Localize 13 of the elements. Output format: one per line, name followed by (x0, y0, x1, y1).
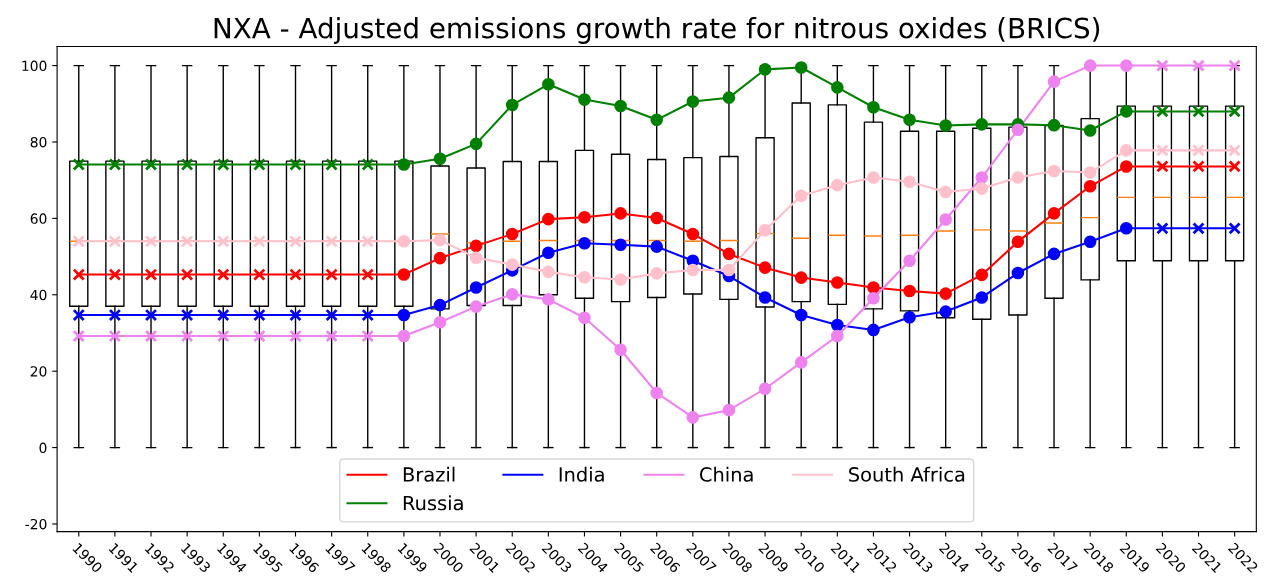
legend-label: India (559, 466, 604, 482)
legend-label: Russia (403, 495, 463, 511)
legend-label: China (699, 466, 753, 482)
y-tick-label: 60 (30, 213, 47, 224)
y-tick-label: 80 (30, 136, 47, 148)
legend-label: South Africa (849, 466, 965, 482)
legend-label: Brazil (403, 466, 455, 482)
y-tick-label: 20 (30, 366, 47, 377)
y-tick-label: -20 (25, 518, 47, 530)
y-tick-label: 0 (39, 442, 47, 454)
chart-title: NXA - Adjusted emissions growth rate for nitrous oxides (BRICS) (214, 17, 1100, 44)
y-tick-label: 100 (22, 60, 47, 72)
y-tick-label: 40 (30, 289, 47, 301)
